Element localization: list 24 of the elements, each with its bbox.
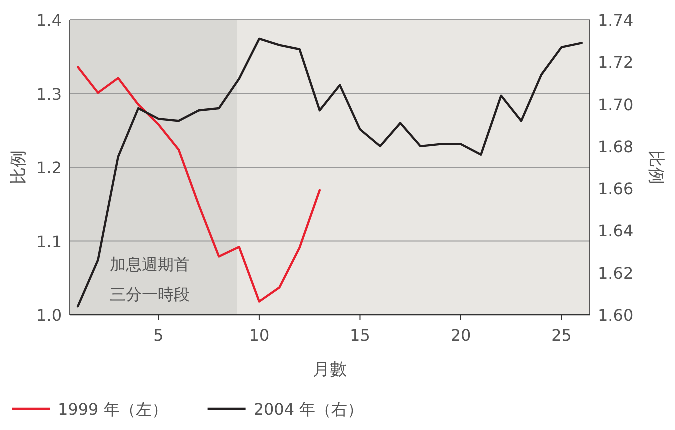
y-axis-title: 比例 [9,150,29,184]
y-tick-label: 1.0 [36,306,62,325]
y2-tick-label: 1.70 [598,95,634,114]
y-tick-label: 1.4 [36,11,62,30]
x-tick-label: 25 [552,326,572,345]
y-tick-label: 1.3 [36,84,62,104]
y2-tick-label: 1.60 [598,306,634,325]
y2-tick-label: 1.66 [598,180,634,199]
y-tick-label: 1.1 [36,232,62,252]
x-axis-title: 月數 [313,360,347,380]
y2-tick-label: 1.62 [598,264,634,283]
y2-tick-label: 1.74 [598,11,634,30]
y-tick-label: 1.2 [36,158,62,178]
legend-label: 2004 年（右） [254,400,364,419]
x-tick-label: 10 [249,326,270,345]
x-tick-label: 5 [154,326,164,345]
x-tick-label: 20 [450,326,472,345]
x-tick-label: 15 [350,326,370,345]
y2-axis-title: 比例 [646,150,666,184]
band-label: 加息週期首三分一時段 [110,255,190,304]
y2-tick-label: 1.68 [598,137,634,156]
legend-label: 1999 年（左） [58,400,168,419]
y2-tick-label: 1.72 [598,53,634,72]
y2-tick-label: 1.64 [598,222,634,241]
